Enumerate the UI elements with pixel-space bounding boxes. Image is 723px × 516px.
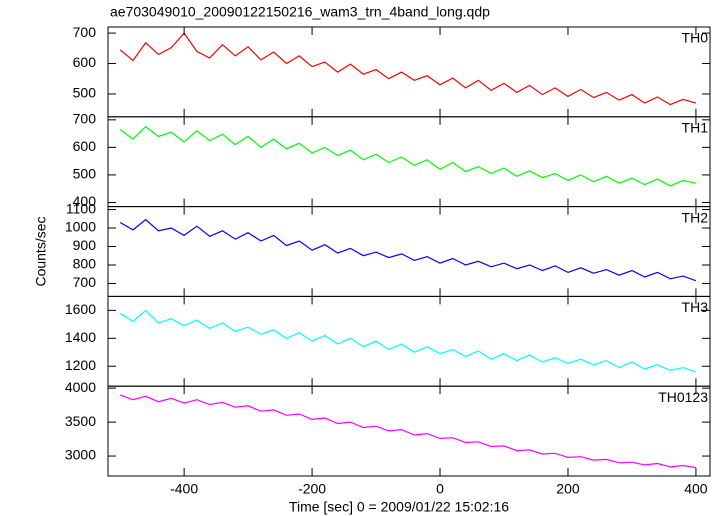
panel-frame [107, 26, 711, 118]
data-line [119, 218, 697, 282]
data-line [119, 394, 696, 469]
panel-frame [107, 206, 711, 297]
panel-label: TH1 [682, 120, 709, 136]
y-axis-label: Counts/sec [33, 216, 49, 286]
y-tick-label: 600 [73, 138, 97, 154]
panel-frame [107, 295, 711, 387]
chart-title: ae703049010_20090122150216_wam3_trn_4ban… [110, 4, 490, 20]
data-line [119, 125, 697, 187]
x-axis-label: Time [sec] 0 = 2009/01/22 15:02:16 [289, 499, 509, 515]
x-tick-label: 200 [556, 481, 580, 497]
panel-label: TH0123 [658, 389, 708, 405]
y-tick-label: 3000 [65, 447, 96, 463]
x-tick-label: 0 [436, 481, 444, 497]
y-tick-label: 600 [73, 54, 97, 70]
data-line [119, 32, 697, 106]
y-tick-label: 4000 [65, 379, 96, 395]
x-tick-label: 400 [684, 481, 708, 497]
y-tick-label: 800 [73, 256, 97, 272]
data-line [119, 309, 697, 373]
x-tick-label: -400 [170, 481, 198, 497]
panel-frame [107, 385, 711, 477]
y-tick-label: 1100 [66, 200, 96, 216]
y-tick-label: 700 [73, 274, 97, 290]
y-tick-label: 900 [73, 237, 97, 253]
y-tick-label: 500 [73, 85, 97, 101]
y-tick-label: 700 [73, 111, 97, 127]
y-tick-label: 1000 [65, 219, 96, 235]
y-tick-label: 1400 [65, 329, 96, 345]
y-tick-label: 400 [73, 193, 97, 209]
y-tick-label: 1600 [65, 301, 96, 317]
panel-label: TH0 [682, 30, 709, 46]
y-tick-label: 500 [73, 166, 97, 182]
y-tick-label: 700 [73, 24, 97, 40]
panel-label: TH2 [682, 209, 709, 225]
y-tick-label: 3500 [65, 413, 96, 429]
y-tick-label: 1200 [65, 357, 96, 373]
panel-label: TH3 [682, 299, 709, 315]
x-tick-label: -200 [298, 481, 326, 497]
